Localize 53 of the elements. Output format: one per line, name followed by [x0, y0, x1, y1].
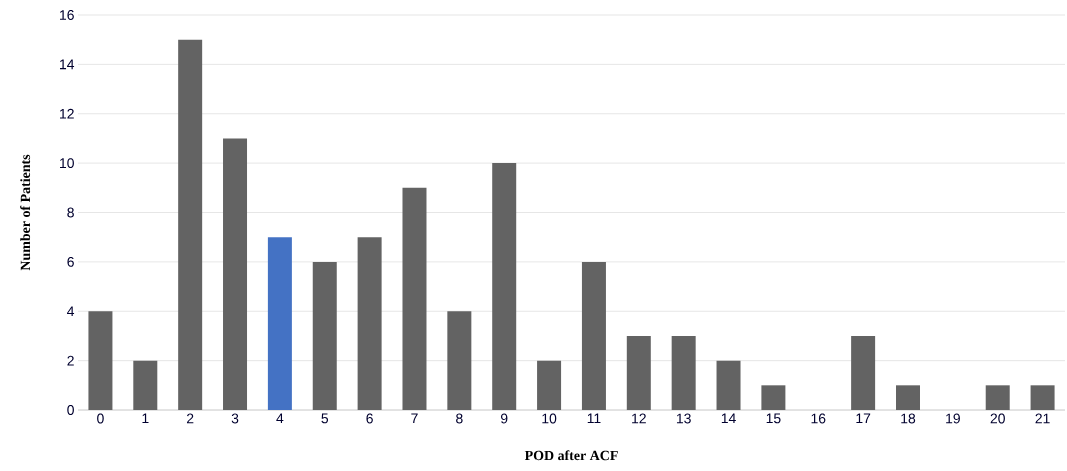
x-tick-label: 20: [990, 413, 1005, 424]
y-tick-label: 16: [60, 10, 74, 20]
x-tick-label: 21: [1035, 413, 1050, 424]
bar: [357, 237, 382, 410]
bar: [492, 163, 517, 410]
x-tick-label: 15: [766, 413, 781, 424]
bar: [402, 187, 427, 410]
x-tick-label: 1: [142, 413, 149, 424]
bar: [985, 385, 1010, 410]
x-tick-label: 8: [456, 413, 463, 424]
x-tick-label: 2: [186, 413, 194, 424]
y-tick-label: 8: [67, 207, 74, 218]
x-axis-title: POD after ACF: [524, 450, 618, 461]
bar: [671, 335, 696, 410]
bar: [851, 335, 876, 410]
bar: [447, 311, 472, 410]
x-tick-label: 3: [231, 413, 239, 424]
bar: [626, 335, 651, 410]
x-tick-label: 7: [411, 413, 418, 424]
bar: [312, 261, 337, 410]
bar: [267, 237, 292, 410]
bar: [581, 261, 606, 410]
bar: [133, 360, 158, 410]
y-tick-label: 10: [60, 158, 74, 169]
bar: [895, 385, 920, 410]
y-tick-label: 12: [60, 108, 74, 119]
y-tick-label: 14: [60, 59, 75, 70]
y-tick-label: 4: [67, 306, 75, 317]
x-tick-label: 16: [811, 413, 826, 424]
bar: [178, 39, 203, 410]
bar: [223, 138, 248, 410]
x-tick-label: 10: [542, 413, 557, 424]
x-tick-label: 6: [366, 413, 373, 424]
bar: [1030, 385, 1055, 410]
x-tick-label: 18: [901, 413, 916, 424]
x-tick-label: 13: [676, 413, 691, 424]
bar: [537, 360, 562, 410]
bar: [761, 385, 786, 410]
bar: [88, 311, 113, 410]
x-tick-label: 5: [321, 413, 329, 424]
x-tick-label: 12: [632, 413, 646, 424]
y-tick-label: 0: [67, 405, 74, 415]
x-tick-label: 9: [500, 413, 508, 424]
x-tick-label: 14: [721, 413, 736, 424]
x-tick-label: 4: [276, 413, 284, 424]
x-tick-label: 19: [946, 413, 960, 424]
y-tick-label: 6: [67, 256, 74, 267]
x-tick-label: 17: [856, 413, 871, 424]
x-tick-label: 11: [587, 413, 601, 424]
x-tick-label: 0: [97, 413, 104, 424]
bar: [716, 360, 741, 410]
y-axis-title: Number of Patients: [20, 154, 31, 271]
y-tick-label: 2: [67, 355, 74, 366]
